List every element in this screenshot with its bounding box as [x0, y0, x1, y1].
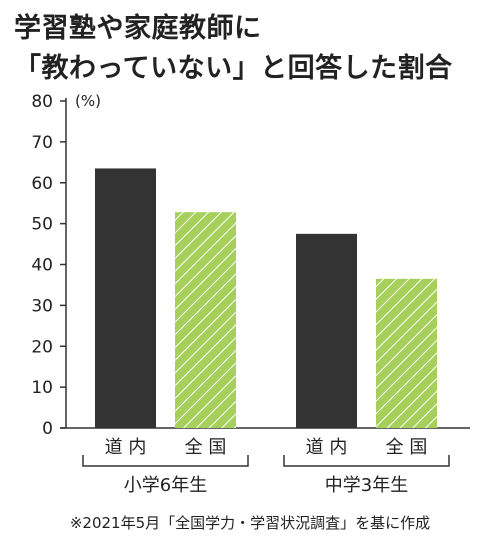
y-tick-label: 50	[31, 215, 53, 235]
y-unit-label: (%)	[75, 92, 101, 110]
footnote: ※2021年5月「全国学力・学習状況調査」を基に作成	[69, 514, 431, 532]
group-bracket	[283, 455, 450, 467]
y-tick-label: 30	[31, 296, 53, 316]
chart-title-line1: 学習塾や家庭教師に	[14, 13, 262, 44]
y-tick-label: 70	[31, 133, 53, 153]
category-label: 全 国	[185, 437, 227, 458]
y-tick-label: 10	[31, 378, 53, 398]
group-bracket	[82, 455, 249, 467]
category-label: 道 内	[306, 437, 348, 458]
group-label: 中学3年生	[325, 475, 408, 496]
group-label: 小学6年生	[124, 475, 207, 496]
y-tick-label: 40	[31, 256, 53, 276]
bar-hokkaido-0	[95, 168, 156, 428]
y-tick-label: 0	[42, 419, 53, 439]
category-label: 全 国	[386, 437, 428, 458]
bar-national-1	[376, 278, 437, 428]
bar-hokkaido-1	[296, 233, 357, 428]
bar-national-0	[175, 212, 236, 428]
y-tick-label: 60	[31, 174, 53, 194]
y-tick-label: 20	[31, 337, 53, 357]
y-tick-label: 80	[31, 92, 53, 112]
category-label: 道 内	[105, 437, 147, 458]
chart-title-line2: 「教わっていない」と回答した割合	[14, 53, 453, 84]
